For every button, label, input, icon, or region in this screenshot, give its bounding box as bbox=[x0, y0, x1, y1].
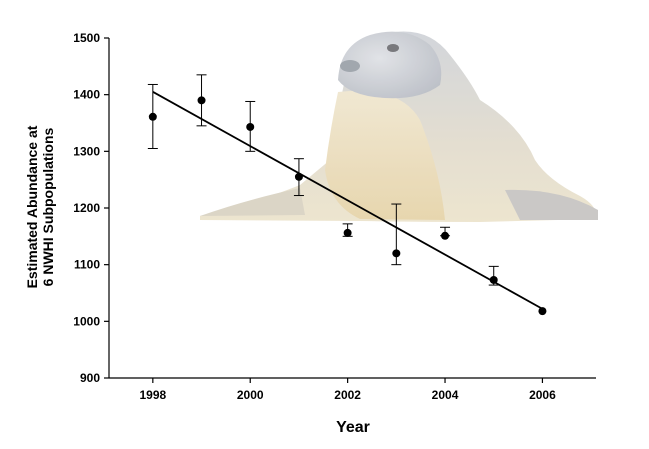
y-axis-title-line-1: Estimated Abundance at bbox=[24, 125, 40, 288]
y-tick-label: 1100 bbox=[74, 258, 100, 272]
data-point bbox=[392, 249, 401, 258]
monk-seal-image bbox=[200, 31, 598, 222]
x-tick-label: 2004 bbox=[432, 388, 459, 402]
y-tick-label: 1000 bbox=[73, 314, 100, 328]
data-point bbox=[148, 112, 157, 121]
data-point bbox=[538, 307, 547, 316]
y-ticks: 900 1000 1100 1200 1300 1400 1500 bbox=[73, 31, 109, 385]
data-points bbox=[148, 96, 547, 316]
data-point bbox=[343, 228, 352, 237]
trendline bbox=[152, 91, 543, 310]
y-tick-label: 1200 bbox=[73, 201, 100, 215]
y-tick-label: 1500 bbox=[73, 31, 100, 45]
x-tick-label: 2000 bbox=[237, 388, 264, 402]
data-point bbox=[294, 172, 303, 181]
x-axis-title: Year bbox=[336, 419, 370, 436]
y-tick-label: 1300 bbox=[73, 144, 100, 158]
data-point bbox=[489, 275, 498, 284]
y-tick-label: 900 bbox=[80, 371, 100, 385]
data-point bbox=[441, 231, 450, 240]
data-point bbox=[197, 96, 206, 105]
x-tick-label: 1998 bbox=[139, 388, 166, 402]
data-point bbox=[246, 122, 255, 131]
y-axis-title-line-2: 6 NWHI Subpopulations bbox=[40, 127, 56, 286]
y-axis-title: Estimated Abundance at 6 NWHI Subpopulat… bbox=[24, 125, 56, 288]
x-tick-label: 2006 bbox=[529, 388, 556, 402]
x-ticks: 1998 2000 2002 2004 2006 bbox=[139, 378, 556, 402]
y-tick-label: 1400 bbox=[73, 88, 100, 102]
trendline-layer bbox=[152, 91, 543, 310]
x-tick-label: 2002 bbox=[334, 388, 361, 402]
